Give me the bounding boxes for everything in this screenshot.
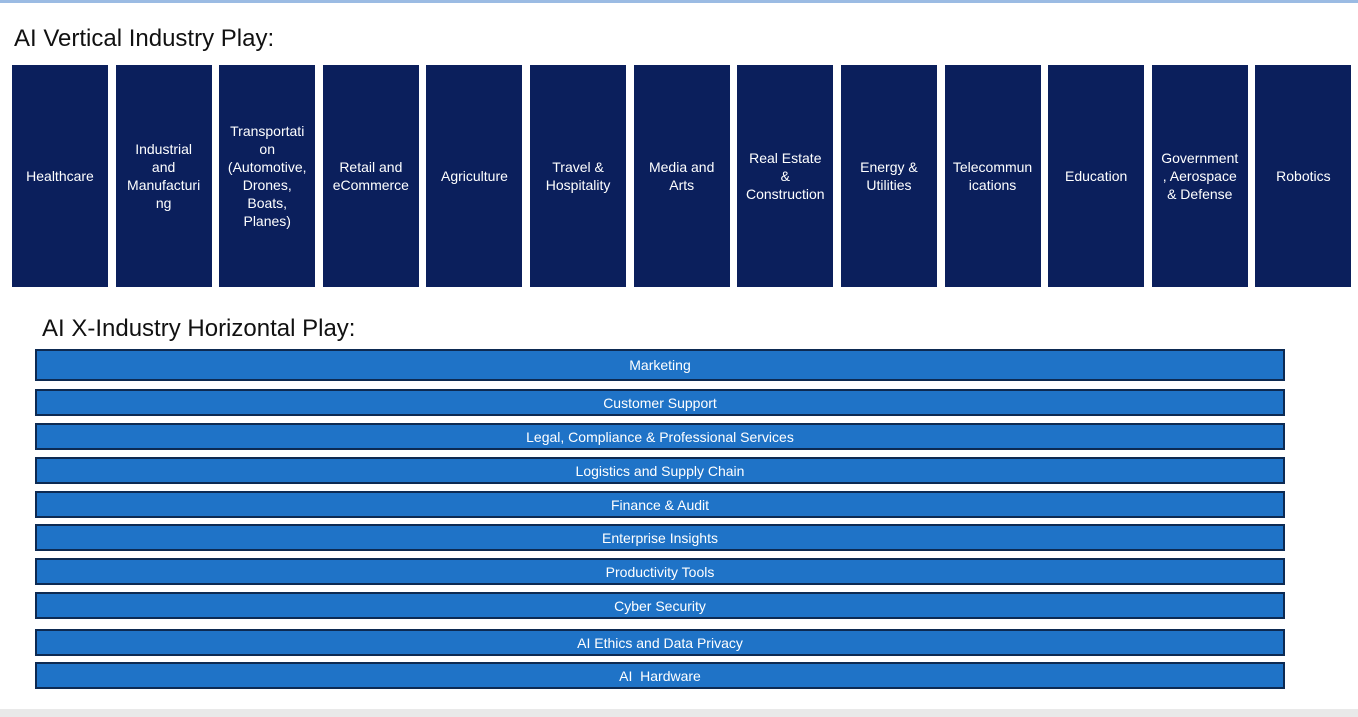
horizontal-play-bar: Enterprise Insights [35, 524, 1285, 551]
vertical-industry-box: Real Estate & Construction [737, 65, 834, 287]
horizontal-play-bar: Logistics and Supply Chain [35, 457, 1285, 484]
horizontal-title: AI X-Industry Horizontal Play: [42, 315, 356, 342]
vertical-industry-box: Education [1048, 65, 1145, 287]
vertical-industry-box: Media and Arts [633, 65, 730, 287]
vertical-industry-box: Agriculture [426, 65, 523, 287]
vertical-industry-box: Energy & Utilities [840, 65, 937, 287]
footer-strip [0, 709, 1358, 717]
horizontal-play-bar: AI Hardware [35, 662, 1285, 689]
horizontal-play-bar: Cyber Security [35, 592, 1285, 619]
vertical-title: AI Vertical Industry Play: [14, 25, 275, 52]
horizontal-play-bar: Productivity Tools [35, 558, 1285, 585]
vertical-industry-box: Healthcare [12, 65, 108, 287]
vertical-industry-box: Industrial and Manufacturing [115, 65, 212, 287]
vertical-industry-box: Retail and eCommerce [322, 65, 419, 287]
horizontal-play-bar: Marketing [35, 349, 1285, 381]
vertical-industry-box: Transportation (Automotive, Drones, Boat… [219, 65, 316, 287]
horizontal-play-bar: Legal, Compliance & Professional Service… [35, 423, 1285, 450]
vertical-industry-box: Robotics [1255, 65, 1352, 287]
vertical-industry-box: Travel & Hospitality [530, 65, 627, 287]
horizontal-play-bar: Customer Support [35, 389, 1285, 416]
horizontal-play-bar: Finance & Audit [35, 491, 1285, 518]
horizontal-play-bar: AI Ethics and Data Privacy [35, 629, 1285, 656]
vertical-industry-box: Telecommunications [944, 65, 1041, 287]
vertical-industry-box: Government, Aerospace & Defense [1151, 65, 1248, 287]
